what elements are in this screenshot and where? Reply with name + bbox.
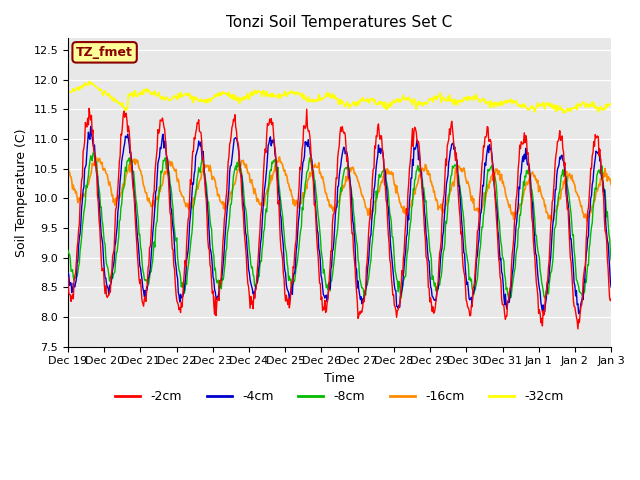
Y-axis label: Soil Temperature (C): Soil Temperature (C) bbox=[15, 128, 28, 257]
X-axis label: Time: Time bbox=[324, 372, 355, 385]
Text: TZ_fmet: TZ_fmet bbox=[76, 46, 133, 59]
Title: Tonzi Soil Temperatures Set C: Tonzi Soil Temperatures Set C bbox=[227, 15, 452, 30]
Legend: -2cm, -4cm, -8cm, -16cm, -32cm: -2cm, -4cm, -8cm, -16cm, -32cm bbox=[110, 385, 569, 408]
